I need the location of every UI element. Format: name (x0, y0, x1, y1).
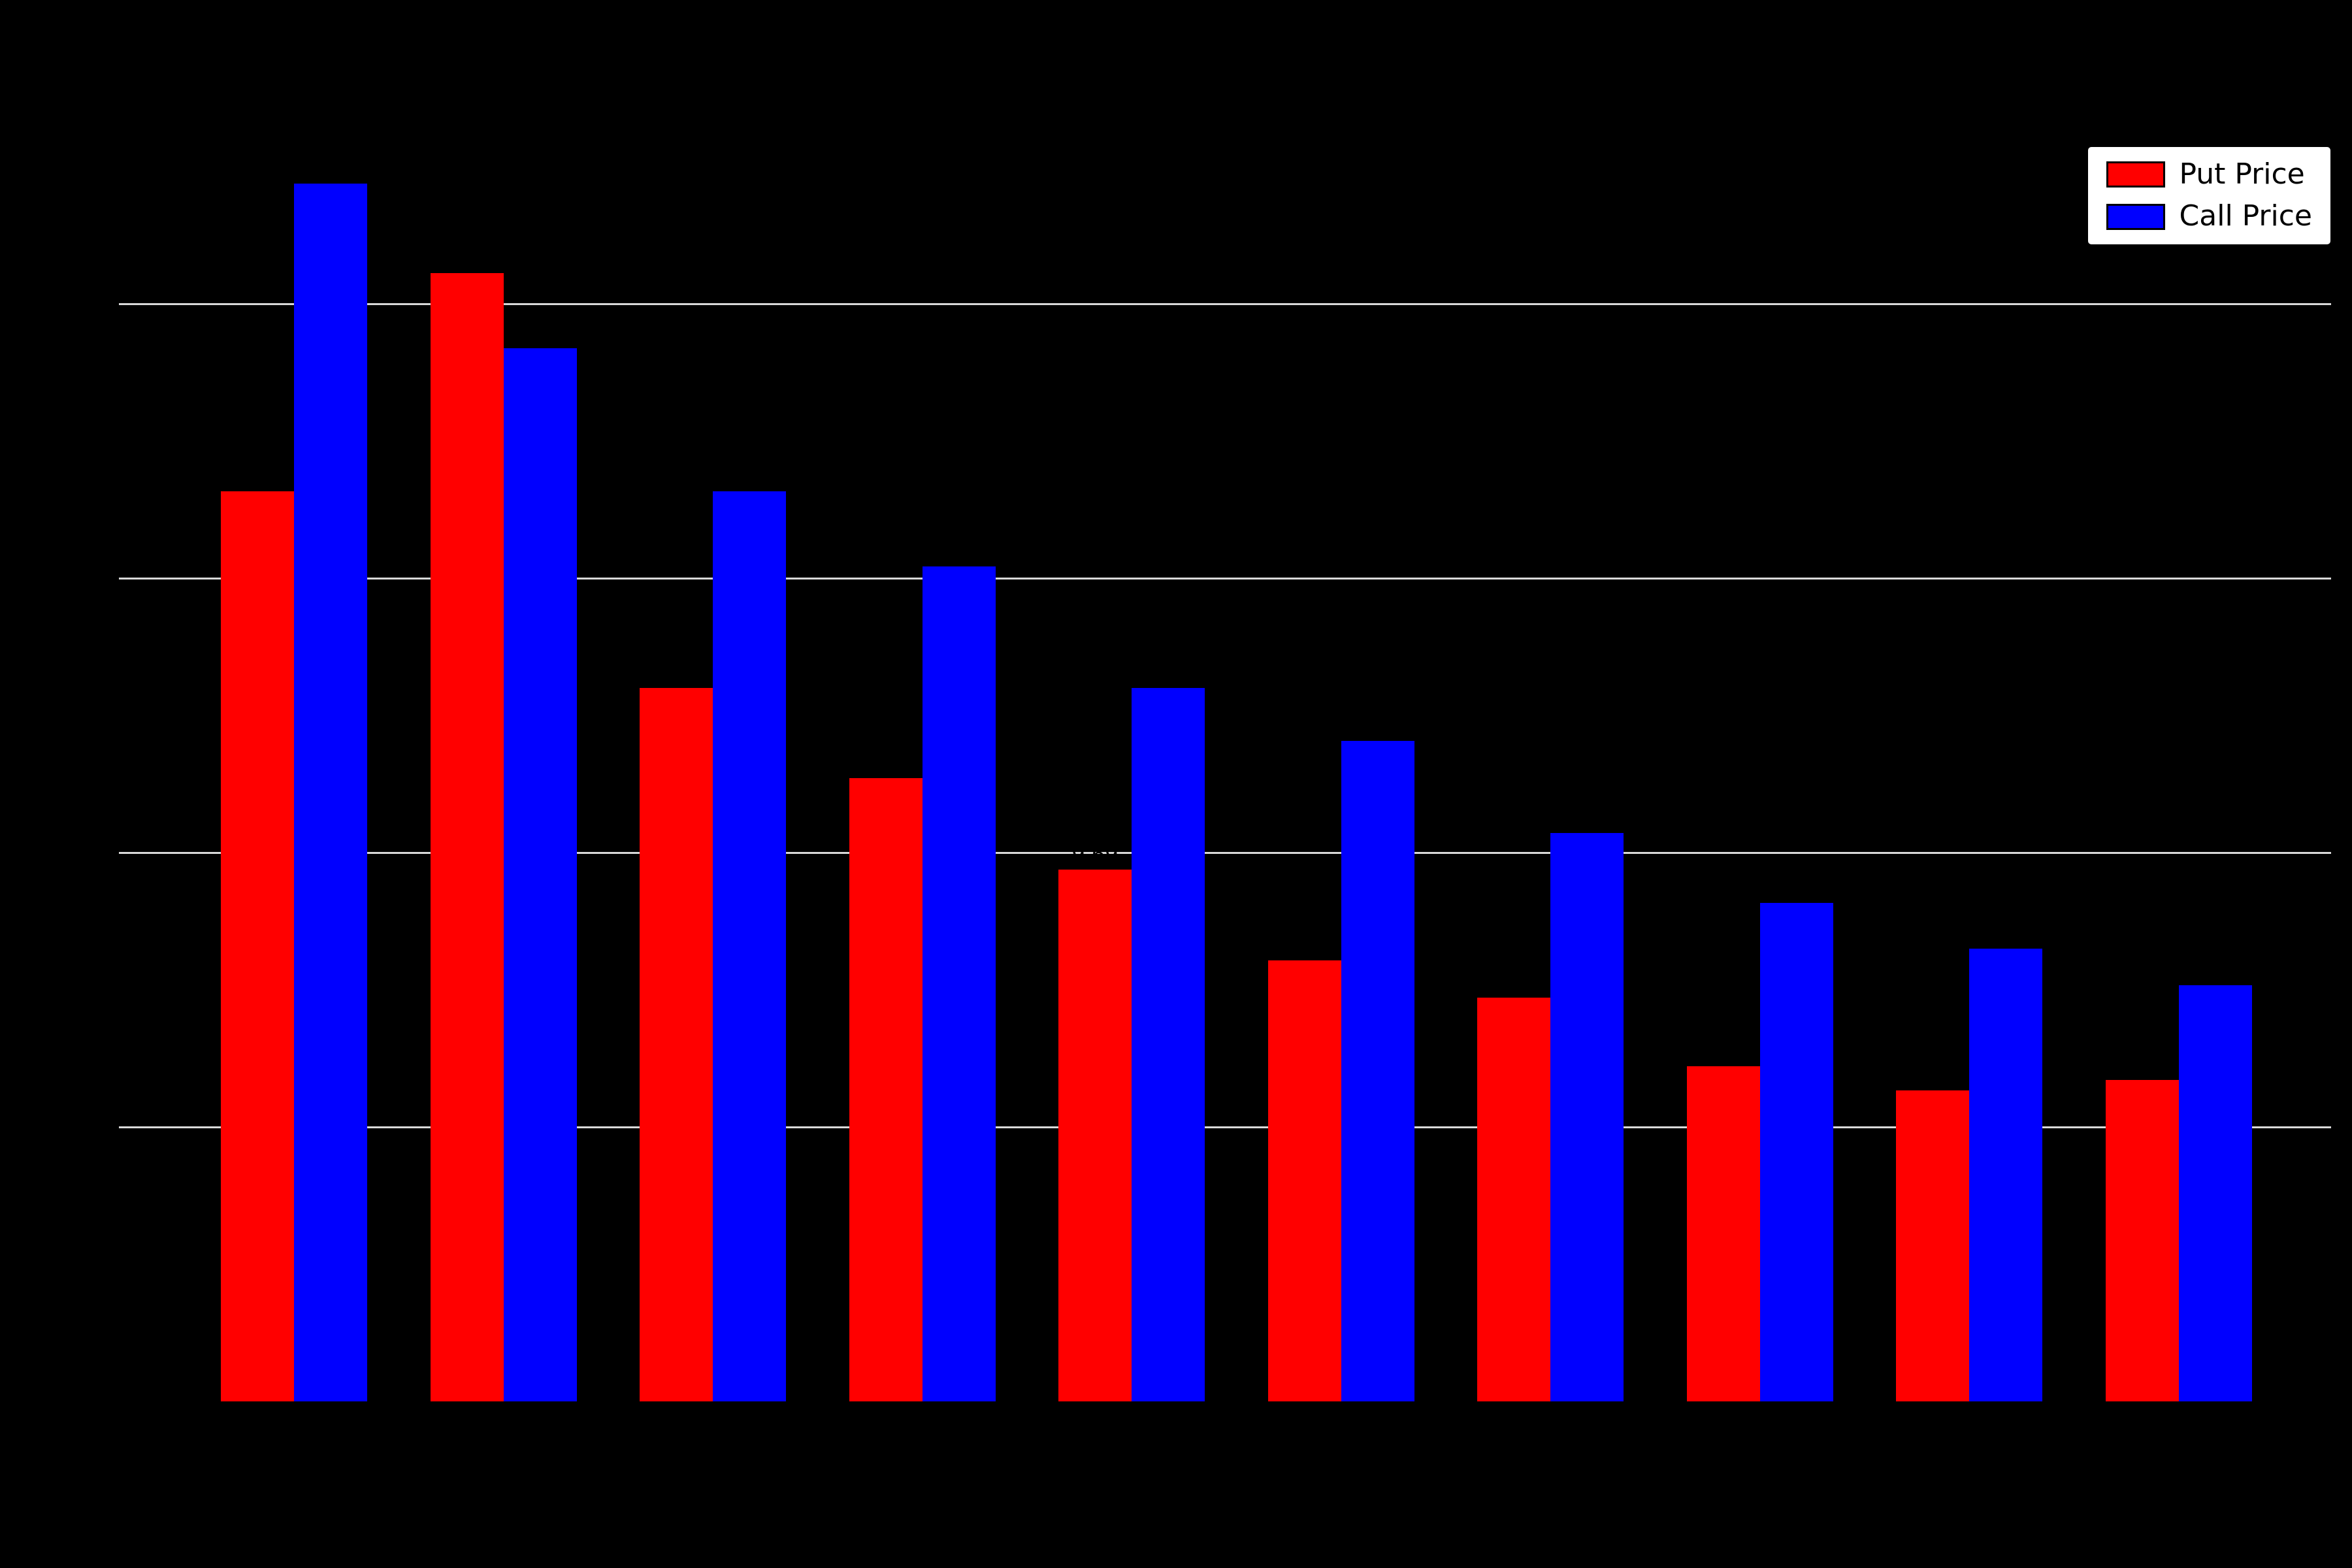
call-bar-value-label: 9.08 (1772, 875, 1820, 901)
put-bar-value-label: 5.67 (1909, 1062, 1956, 1088)
call-bar-value-label: 7.58 (2191, 958, 2239, 983)
put-bar-value-label: 5.86 (2118, 1052, 2166, 1077)
gridline (119, 852, 2331, 854)
put-bar-value-label: 7.36 (1490, 970, 1537, 995)
call-bar-value-label: 12.03 (1347, 713, 1408, 739)
put-price-bar (640, 688, 713, 1401)
gridline (119, 1126, 2331, 1128)
call-price-bar (1341, 741, 1414, 1401)
put-bar-value-label: 20.56 (436, 245, 497, 270)
call-price-bar (713, 491, 786, 1401)
put-price-bar (849, 777, 923, 1401)
call-price-bar (1550, 832, 1624, 1401)
put-bar-value-label: 16.58 (227, 464, 287, 489)
call-price-bar (2178, 985, 2252, 1401)
gridline (119, 303, 2331, 305)
call-price-bar (1132, 688, 1205, 1401)
put-bar-value-label: 9.69 (1071, 842, 1119, 868)
put-price-bar (2105, 1079, 2179, 1401)
call-bar-value-label: 16.58 (719, 464, 779, 489)
call-price-bar (1759, 903, 1833, 1401)
put-bar-value-label: 11.36 (855, 750, 916, 776)
call-bar-value-label: 15.22 (928, 538, 989, 564)
call-bar-value-label: 10.36 (1557, 805, 1617, 830)
put-price-bar (221, 491, 294, 1401)
call-price-legend-label: Call Price (2179, 199, 2312, 233)
put-price-bar (1686, 1066, 1760, 1401)
put-price-bar (430, 272, 504, 1401)
put-bar-value-label: 13.00 (646, 661, 706, 685)
put-price-bar (1477, 997, 1550, 1401)
put-bar-value-label: 6.11 (1699, 1038, 1747, 1064)
call-price-bar (294, 184, 367, 1401)
call-bar-value-label: 19.19 (510, 321, 570, 346)
put-price-bar (1267, 960, 1341, 1401)
put-price-swatch (2106, 161, 2165, 188)
call-bar-value-label: 13.00 (1138, 661, 1198, 685)
call-price-bar (922, 566, 996, 1401)
put-price-bar (1896, 1090, 1969, 1401)
legend-item-put-price: Put Price (2106, 157, 2312, 191)
call-price-bar (1969, 949, 2042, 1401)
call-price-swatch (2106, 203, 2165, 230)
put-price-legend-label: Put Price (2179, 157, 2305, 191)
call-price-bar (503, 348, 577, 1401)
call-bar-value-label: 22.19 (301, 156, 361, 182)
put-bar-value-label: 8.03 (1281, 933, 1328, 958)
legend: Put Price Call Price (2085, 145, 2332, 246)
legend-item-call-price: Call Price (2106, 199, 2312, 233)
gridline (119, 578, 2331, 580)
put-price-bar (1058, 870, 1132, 1401)
call-bar-value-label: 8.25 (1982, 921, 2029, 946)
